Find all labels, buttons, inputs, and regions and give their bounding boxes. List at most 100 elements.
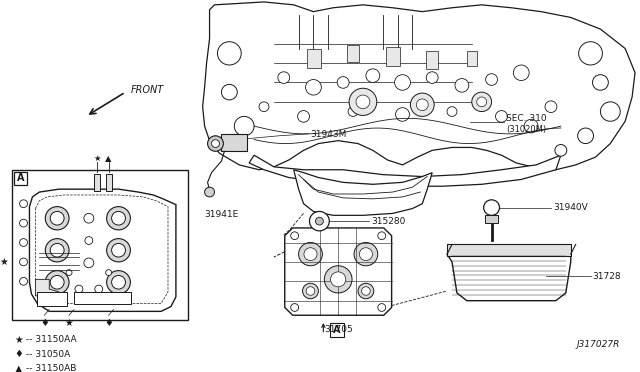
Text: 31943M: 31943M: [310, 130, 347, 139]
Circle shape: [366, 69, 380, 83]
Circle shape: [50, 243, 64, 257]
Circle shape: [95, 285, 102, 293]
Polygon shape: [294, 170, 432, 215]
Bar: [74, 292, 131, 304]
Circle shape: [278, 72, 290, 83]
Circle shape: [378, 304, 386, 311]
Circle shape: [111, 243, 125, 257]
Circle shape: [84, 258, 94, 268]
Circle shape: [600, 102, 620, 121]
Circle shape: [426, 72, 438, 83]
Circle shape: [360, 248, 372, 260]
Circle shape: [378, 232, 386, 240]
Bar: [94, 174, 100, 191]
Text: J317027R: J317027R: [577, 340, 620, 349]
Circle shape: [579, 42, 602, 65]
Text: 31728: 31728: [593, 272, 621, 281]
Polygon shape: [285, 228, 392, 315]
Circle shape: [107, 206, 131, 230]
Bar: [426, 51, 438, 69]
Circle shape: [447, 107, 457, 116]
Bar: [12, 170, 188, 320]
Circle shape: [310, 211, 330, 231]
Circle shape: [20, 238, 28, 246]
Bar: [13, 172, 28, 185]
Text: 31940V: 31940V: [553, 203, 588, 212]
Circle shape: [524, 119, 538, 133]
Circle shape: [362, 287, 371, 295]
Text: ★: ★: [0, 257, 8, 267]
Circle shape: [234, 116, 254, 136]
Circle shape: [299, 243, 323, 266]
Text: ★: ★: [14, 334, 23, 344]
Text: A: A: [17, 173, 24, 183]
Bar: [467, 51, 477, 66]
Circle shape: [513, 65, 529, 80]
Circle shape: [410, 93, 434, 116]
Circle shape: [207, 136, 223, 151]
Circle shape: [50, 276, 64, 289]
Polygon shape: [203, 2, 635, 170]
Circle shape: [472, 92, 492, 112]
Circle shape: [545, 101, 557, 112]
Circle shape: [45, 238, 69, 262]
Circle shape: [354, 243, 378, 266]
Circle shape: [455, 78, 469, 92]
Circle shape: [593, 75, 609, 90]
Polygon shape: [35, 279, 59, 296]
Text: 315280: 315280: [371, 217, 405, 226]
Bar: [307, 48, 321, 68]
Bar: [484, 215, 499, 223]
Circle shape: [316, 217, 323, 225]
Circle shape: [331, 272, 346, 287]
Text: (31020M): (31020M): [506, 125, 547, 134]
Polygon shape: [249, 155, 561, 186]
Circle shape: [303, 283, 319, 299]
Circle shape: [358, 283, 374, 299]
Text: -- 31050A: -- 31050A: [26, 350, 71, 359]
Circle shape: [221, 84, 237, 100]
Polygon shape: [447, 254, 571, 301]
Circle shape: [395, 75, 410, 90]
Text: ▲: ▲: [15, 363, 22, 372]
Circle shape: [486, 74, 497, 85]
Circle shape: [111, 276, 125, 289]
Circle shape: [356, 95, 370, 109]
Circle shape: [477, 97, 486, 107]
Text: ♦: ♦: [14, 349, 23, 359]
Circle shape: [106, 270, 111, 276]
Text: ▲: ▲: [106, 154, 112, 163]
Polygon shape: [29, 189, 176, 311]
Bar: [447, 244, 571, 256]
Circle shape: [20, 219, 28, 227]
Text: 31705: 31705: [324, 325, 353, 334]
Circle shape: [349, 88, 377, 115]
Bar: [330, 323, 344, 337]
Text: A: A: [333, 325, 340, 335]
Text: ★: ★: [65, 318, 74, 328]
Circle shape: [298, 110, 310, 122]
Circle shape: [84, 214, 94, 223]
Circle shape: [45, 206, 69, 230]
Circle shape: [306, 287, 315, 295]
Text: -- 31150AB: -- 31150AB: [26, 364, 77, 372]
Circle shape: [324, 266, 352, 293]
Circle shape: [555, 145, 567, 156]
Circle shape: [45, 271, 69, 294]
Circle shape: [484, 200, 499, 215]
Circle shape: [259, 102, 269, 112]
Circle shape: [205, 187, 214, 197]
Circle shape: [291, 304, 299, 311]
Bar: [37, 292, 67, 305]
Text: -- 31150AA: -- 31150AA: [26, 335, 77, 344]
Circle shape: [337, 77, 349, 88]
Circle shape: [50, 211, 64, 225]
Circle shape: [218, 42, 241, 65]
Circle shape: [304, 248, 317, 260]
Circle shape: [348, 107, 358, 116]
Circle shape: [20, 258, 28, 266]
Text: ♦: ♦: [104, 318, 113, 328]
Circle shape: [305, 80, 321, 95]
Text: FRONT: FRONT: [131, 85, 164, 95]
Circle shape: [85, 237, 93, 244]
